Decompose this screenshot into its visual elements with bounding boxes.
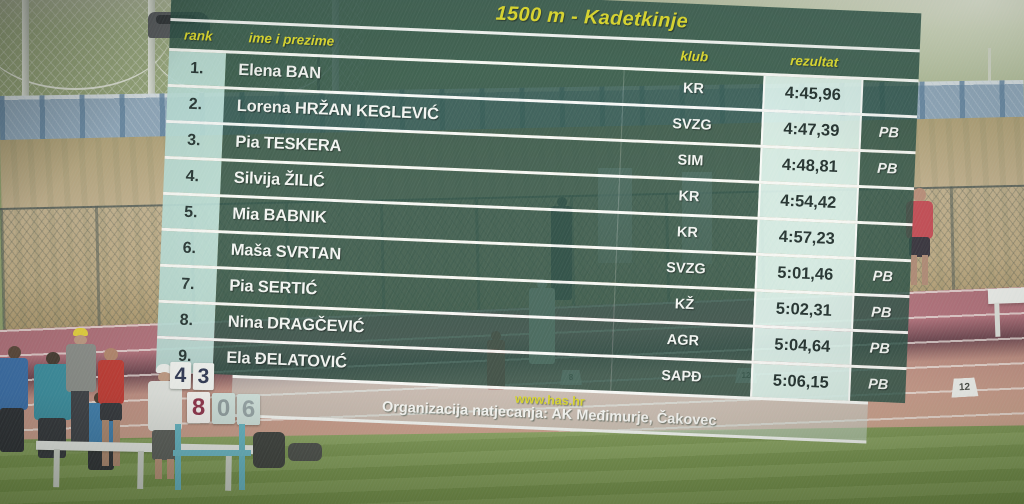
cage-pole	[22, 0, 29, 124]
pb-badge: PB	[850, 367, 907, 404]
club-cell: KR	[616, 213, 758, 253]
athlete-leg	[911, 255, 917, 285]
net-sag	[0, 30, 170, 90]
results-overlay: 1500 m - Kadetkinje rank ime i prezime k…	[154, 0, 922, 445]
rank-cell: 3.	[164, 122, 224, 159]
pb-badge: PB	[860, 116, 917, 152]
club-cell: SIM	[619, 141, 761, 181]
rank-cell: 7.	[158, 266, 218, 303]
athlete-shorts	[909, 237, 930, 257]
pb-badge: PB	[851, 331, 908, 368]
result-cell: 5:06,15	[750, 363, 852, 401]
club-cell: AGR	[611, 321, 754, 361]
club-cell: KŽ	[613, 285, 755, 325]
rank-cell: 9.	[155, 338, 215, 375]
pb-badge	[862, 80, 919, 116]
cage-pole	[148, 0, 155, 128]
pb-badge: PB	[854, 259, 911, 296]
pb-badge	[856, 223, 913, 260]
rank-cell: 1.	[167, 50, 227, 87]
event-title: 1500 m - Kadetkinje	[495, 2, 689, 33]
club-cell: KR	[622, 69, 764, 109]
header-result: rezultat	[789, 52, 839, 70]
club-cell: SAPĐ	[610, 357, 752, 397]
header-spacer	[864, 50, 920, 79]
club-cell: SVZG	[620, 105, 763, 145]
club-cell: SVZG	[614, 249, 757, 289]
result-cell: 4:45,96	[762, 75, 864, 114]
officials-table	[987, 286, 1024, 305]
result-cell: 4:57,23	[756, 219, 858, 257]
rank-cell: 6.	[160, 230, 219, 267]
result-cell: 5:01,46	[754, 255, 856, 293]
athlete-leg	[922, 255, 928, 285]
rank-cell: 2.	[166, 86, 225, 123]
athlete-head	[913, 188, 926, 202]
club-cell: KR	[617, 177, 760, 217]
result-cell: 4:54,42	[757, 183, 859, 221]
pb-badge: PB	[853, 295, 910, 332]
result-cell: 4:47,39	[760, 111, 862, 149]
result-cell: 5:04,64	[751, 327, 853, 365]
rank-cell: 8.	[157, 302, 216, 339]
header-rank: rank	[183, 27, 213, 44]
result-cell: 4:48,81	[759, 147, 861, 185]
rank-cell: 5.	[161, 194, 221, 231]
pb-badge	[857, 187, 914, 224]
rank-cell: 4.	[163, 158, 222, 195]
pb-badge: PB	[859, 151, 916, 188]
result-cell: 5:02,31	[753, 291, 855, 329]
header-club: klub	[680, 48, 709, 65]
